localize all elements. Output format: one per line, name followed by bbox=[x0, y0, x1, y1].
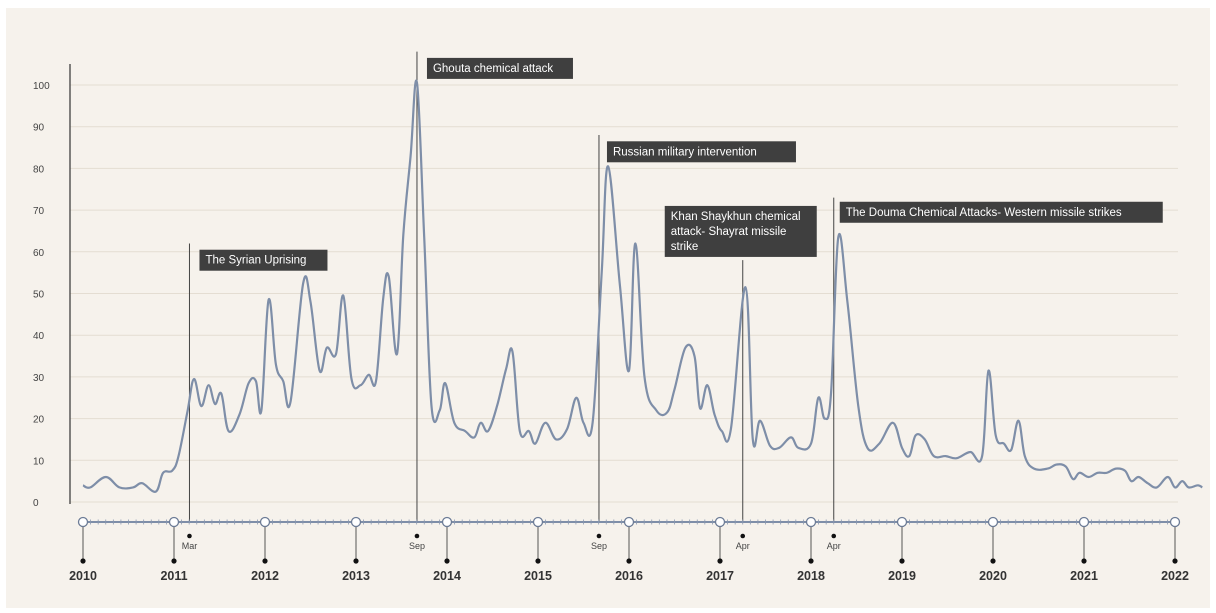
year-dot bbox=[80, 558, 86, 564]
year-dot bbox=[262, 558, 268, 564]
year-dot bbox=[444, 558, 450, 564]
year-dot bbox=[1081, 558, 1087, 564]
timeline-marker bbox=[353, 519, 359, 525]
year-circle bbox=[168, 516, 180, 528]
year-dot bbox=[171, 558, 177, 564]
year-circle bbox=[623, 516, 635, 528]
event-dot bbox=[414, 533, 420, 539]
year-label: 2020 bbox=[979, 569, 1007, 583]
year-dot bbox=[626, 558, 632, 564]
year-dot bbox=[990, 558, 996, 564]
annotation-box-bg bbox=[199, 249, 328, 271]
annotation-box-bg bbox=[426, 57, 573, 79]
y-tick-label: 20 bbox=[33, 415, 45, 426]
annotation-label: Ghouta chemical attack bbox=[433, 63, 553, 75]
year-label: 2018 bbox=[797, 569, 825, 583]
annotation-label: The Douma Chemical Attacks- Western miss… bbox=[846, 207, 1122, 219]
event-month-label: Sep bbox=[409, 541, 425, 551]
annotation-label: attack- Shayrat missile bbox=[671, 226, 787, 238]
line-chart: 0 10 20 30 40 50 60 70 80 90 100 2010 2011 2012 2013 20… bbox=[33, 51, 1203, 583]
annotation-box: The Syrian Uprising bbox=[199, 249, 328, 271]
y-tick-label: 50 bbox=[33, 290, 45, 301]
y-tick-label: 30 bbox=[33, 373, 45, 384]
year-label: 2017 bbox=[706, 569, 734, 583]
year-label: 2014 bbox=[433, 569, 461, 583]
year-circle bbox=[259, 516, 271, 528]
annotation-box-bg bbox=[606, 141, 796, 163]
annotation-box-bg bbox=[839, 201, 1163, 223]
annotation-box: Khan Shaykhun chemical attack- Shayrat mi… bbox=[664, 205, 817, 257]
annotation-label: Russian military intervention bbox=[613, 146, 757, 158]
y-tick-label: 0 bbox=[33, 498, 39, 509]
year-label: 2010 bbox=[69, 569, 97, 583]
y-tick-label: 40 bbox=[33, 331, 45, 342]
year-label: 2021 bbox=[1070, 569, 1098, 583]
year-dot bbox=[1172, 558, 1178, 564]
year-label: 2013 bbox=[342, 569, 370, 583]
event-dot bbox=[740, 533, 746, 539]
annotation-box: Ghouta chemical attack bbox=[426, 57, 573, 79]
annotation-label: The Syrian Uprising bbox=[205, 255, 306, 267]
annotation-box-bg bbox=[664, 205, 817, 257]
year-circle bbox=[441, 516, 453, 528]
y-tick-label: 100 bbox=[33, 81, 50, 92]
year-circle bbox=[805, 516, 817, 528]
event-month-label: Sep bbox=[591, 541, 607, 551]
year-circle bbox=[714, 516, 726, 528]
event-dot bbox=[596, 533, 602, 539]
annotation-box: Russian military intervention bbox=[606, 141, 796, 163]
y-tick-label: 70 bbox=[33, 206, 45, 217]
event-month-label: Apr bbox=[827, 541, 841, 551]
year-circle bbox=[1169, 516, 1181, 528]
y-tick-label: 90 bbox=[33, 123, 45, 134]
annotation-label: strike bbox=[671, 241, 698, 253]
year-dot bbox=[353, 558, 359, 564]
year-label: 2015 bbox=[524, 569, 552, 583]
chart-container: 0 10 20 30 40 50 60 70 80 90 100 2010 2011 2012 2013 20… bbox=[6, 8, 1210, 608]
year-label: 2019 bbox=[888, 569, 916, 583]
series-line bbox=[82, 79, 1203, 493]
year-dot bbox=[535, 558, 541, 564]
year-circle bbox=[1078, 516, 1090, 528]
year-circle bbox=[77, 516, 89, 528]
y-tick-label: 10 bbox=[33, 456, 45, 467]
year-label: 2012 bbox=[251, 569, 279, 583]
year-label: 2016 bbox=[615, 569, 643, 583]
year-label: 2022 bbox=[1161, 569, 1189, 583]
y-tick-label: 80 bbox=[33, 164, 45, 175]
year-circle bbox=[532, 516, 544, 528]
event-dot bbox=[187, 533, 192, 539]
year-circle bbox=[896, 516, 908, 528]
year-dot bbox=[717, 558, 723, 564]
event-month-label: Apr bbox=[736, 541, 750, 551]
annotation-box: The Douma Chemical Attacks- Western miss… bbox=[839, 201, 1163, 223]
event-month-label: Mar bbox=[182, 541, 198, 551]
annotation-label: Khan Shaykhun chemical bbox=[671, 211, 801, 223]
y-tick-label: 60 bbox=[33, 248, 45, 259]
event-dot bbox=[831, 533, 837, 539]
year-dot bbox=[808, 558, 814, 564]
year-circle bbox=[987, 516, 999, 528]
year-label: 2011 bbox=[160, 569, 187, 583]
year-dot bbox=[899, 558, 905, 564]
